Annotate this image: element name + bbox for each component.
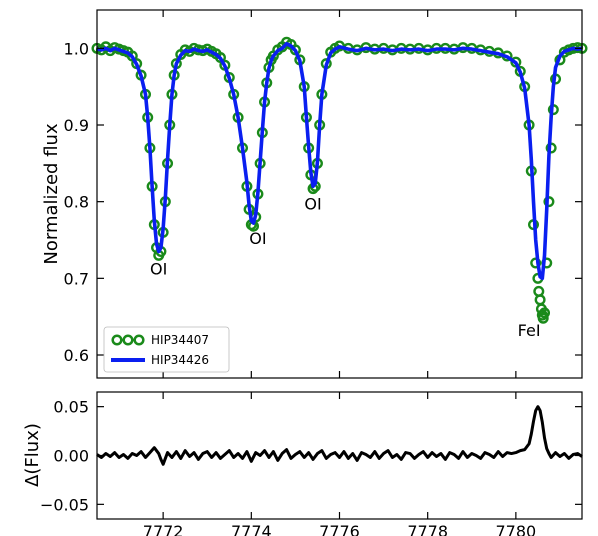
legend: HIP34407 HIP34426	[103, 326, 230, 373]
flux-plot-area	[91, 36, 588, 324]
series-line-hip34426	[96, 41, 583, 281]
residual-y-axis-label: Δ(Flux)	[22, 423, 43, 487]
line-annotations: OI OI OI FeI	[150, 194, 541, 339]
flux-panel-frame	[96, 9, 583, 379]
data-point-hip34407	[539, 307, 551, 319]
data-point-hip34407	[537, 312, 549, 324]
y-tick-label: 0.9	[64, 116, 89, 135]
y-tick-label: 0.00	[53, 447, 89, 466]
residual-panel: −0.05 0.00 0.05 7772 7774 7776 7778 7780 Δ(Flux…	[22, 391, 583, 536]
y-tick-label: 0.6	[64, 346, 89, 365]
residual-line	[96, 405, 583, 466]
x-tick-label: 7780	[496, 522, 537, 536]
y-tick-label: 1.0	[64, 39, 89, 58]
legend-label-hip34407: HIP34407	[151, 333, 209, 347]
y-tick-label: 0.7	[64, 269, 89, 288]
line-annotation: OI	[150, 260, 167, 279]
legend-label-hip34426: HIP34426	[151, 353, 209, 367]
x-tick-label: 7776	[319, 522, 360, 536]
data-point-hip34407	[534, 294, 546, 306]
legend-marker-hip34407	[111, 334, 145, 346]
flux-y-axis-label: Normalized flux	[41, 123, 62, 265]
x-tick-label: 7772	[143, 522, 184, 536]
x-tick-label: 7778	[407, 522, 448, 536]
flux-panel: 0.6 0.7 0.8 0.9 1.0 Normalized flux OI OI OI Fe…	[41, 9, 588, 379]
y-tick-label: −0.05	[40, 495, 89, 514]
y-tick-label: 0.05	[53, 398, 89, 417]
line-annotation: OI	[304, 194, 321, 213]
residual-plot-area	[96, 405, 583, 466]
flux-axis-ticks: 0.6 0.7 0.8 0.9 1.0	[64, 10, 582, 378]
line-annotation: FeI	[518, 321, 541, 340]
x-tick-label: 7774	[231, 522, 272, 536]
y-tick-label: 0.8	[64, 193, 89, 212]
data-point-hip34407	[533, 285, 545, 297]
line-annotation: OI	[249, 229, 266, 248]
residual-axis-ticks: −0.05 0.00 0.05 7772 7774 7776 7778 7780	[40, 392, 582, 536]
